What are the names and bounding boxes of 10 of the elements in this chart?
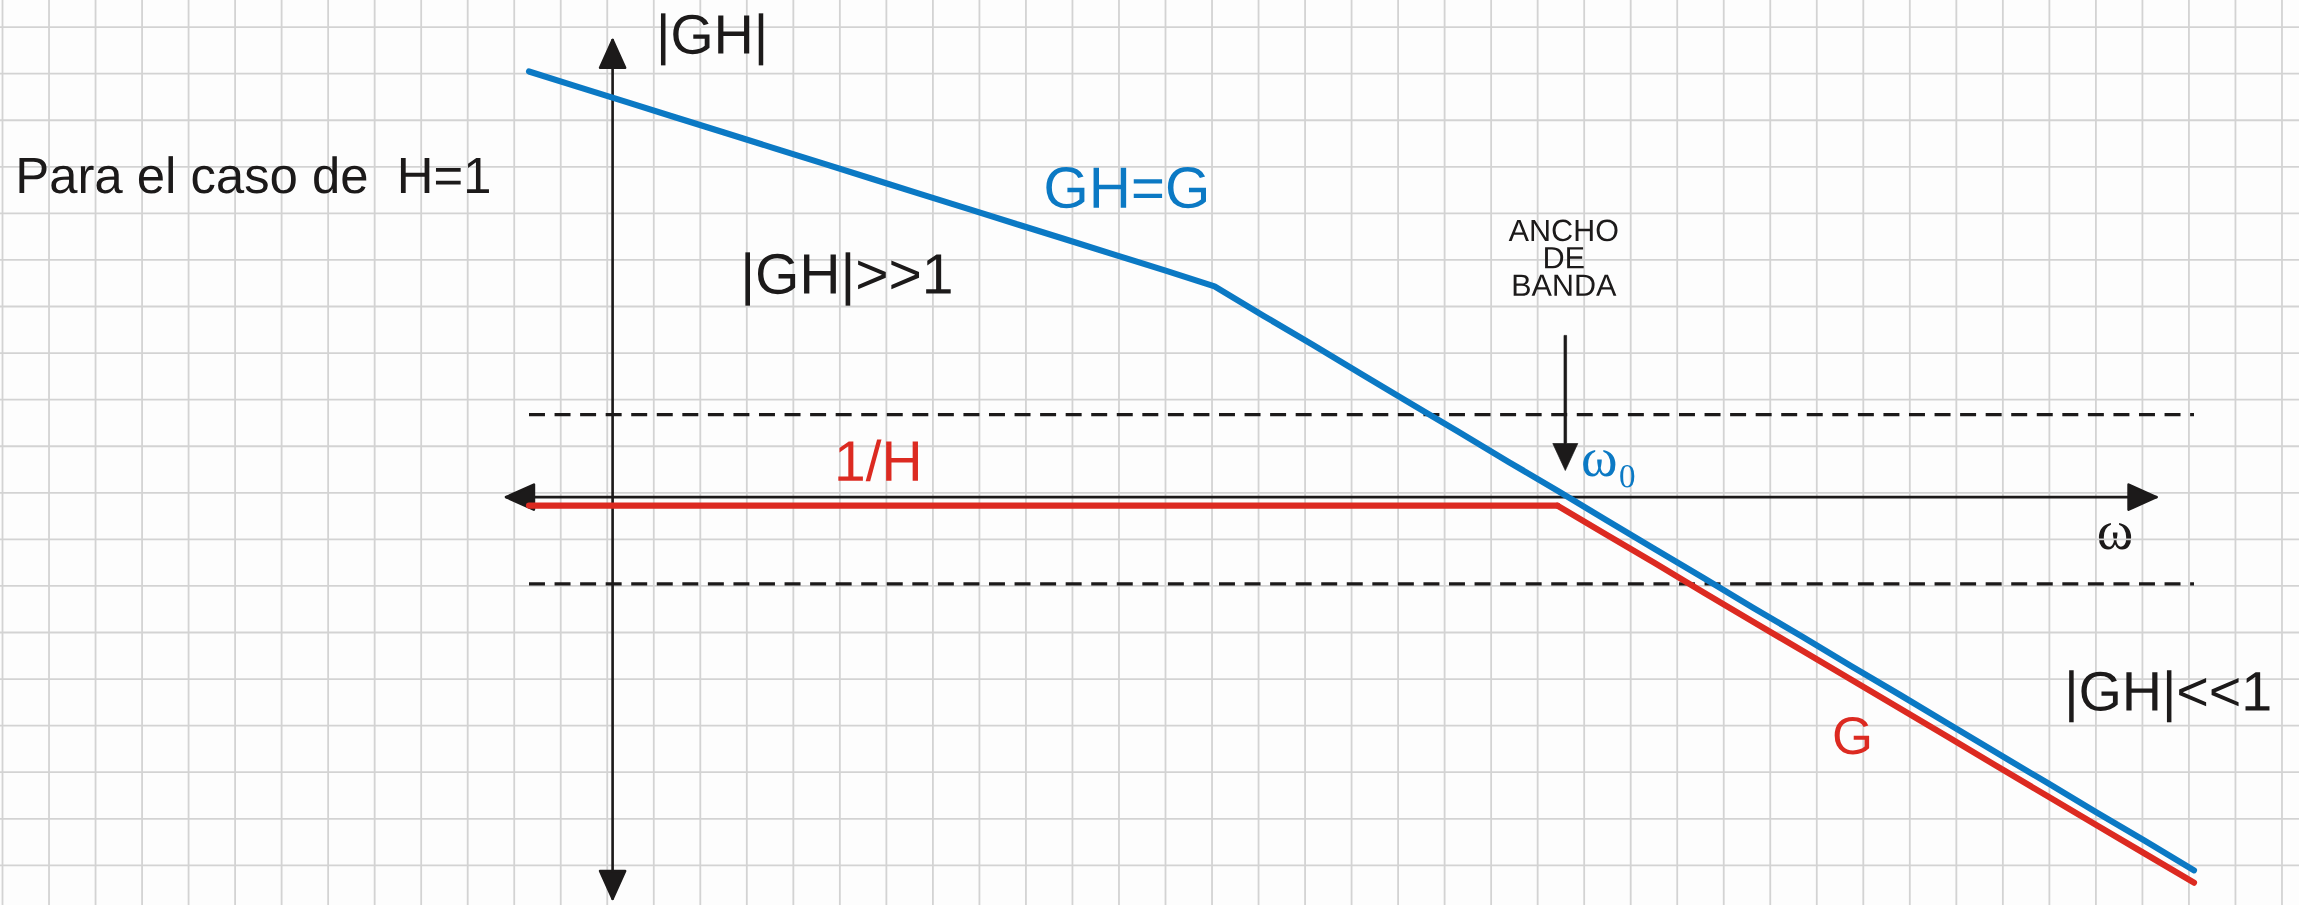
y-axis-title: |GH| bbox=[660, 13, 764, 66]
annotation: |GH|<<1 bbox=[2069, 670, 2270, 723]
series-label: G bbox=[1834, 717, 1870, 755]
series-label: 1/H bbox=[838, 439, 918, 482]
x-axis-title: ω bbox=[2098, 522, 2132, 550]
series-label: GH=G bbox=[1046, 167, 1206, 209]
annotation: |GH|>>1 bbox=[745, 252, 951, 306]
annotation: ω₀ bbox=[1583, 449, 1635, 488]
text: Para el caso de H=1 bbox=[19, 156, 489, 194]
annotation: ANCHO DE BANDA bbox=[1508, 219, 1618, 296]
